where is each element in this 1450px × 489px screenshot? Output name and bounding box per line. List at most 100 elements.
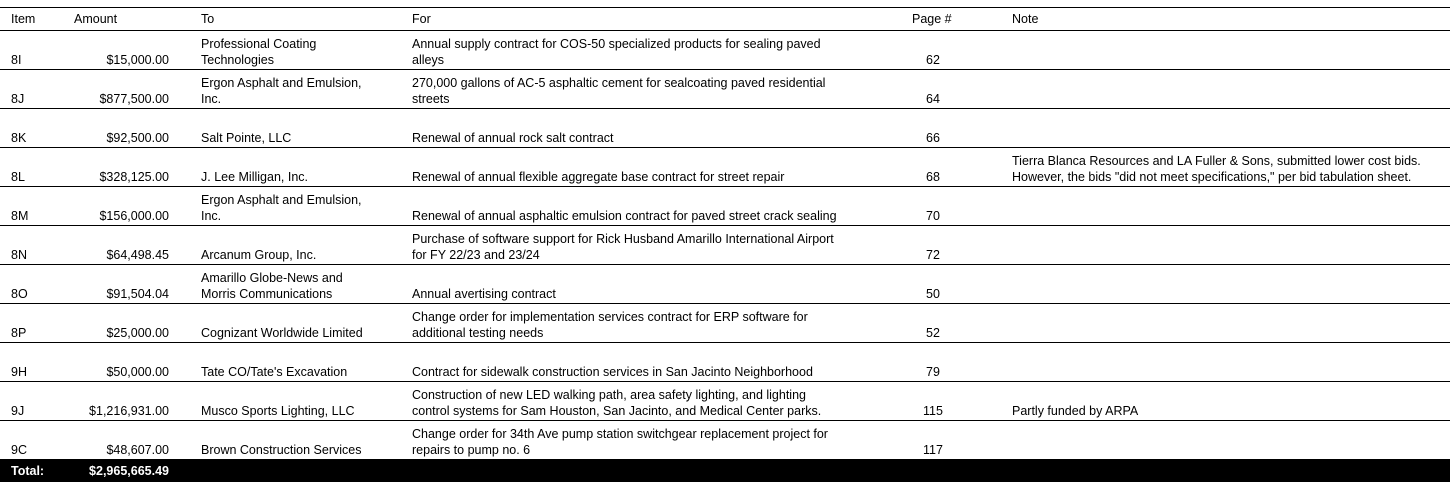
table-row: 8L $328,125.00 J. Lee Milligan, Inc. Renewa… (0, 148, 1450, 187)
cell-amount: $25,000.00 (106, 326, 169, 340)
cell-amount: $1,216,931.00 (89, 404, 169, 418)
cell-to: Ergon Asphalt and Emulsion, Inc. (172, 70, 383, 109)
contracts-table: Item Amount To For Page # Note 8I $15,000… (0, 7, 1450, 482)
cell-to-line: Arcanum Group, Inc. (201, 248, 317, 262)
cell-to: Ergon Asphalt and Emulsion, Inc. (172, 187, 383, 226)
cell-to: J. Lee Milligan, Inc. (172, 148, 383, 187)
cell-to: Amarillo Globe-News and Morris Communicat… (172, 265, 383, 304)
cell-page: 64 (883, 70, 997, 109)
cell-page: 62 (883, 31, 997, 70)
page-number: 50 (926, 287, 940, 301)
cell-item: 8L (11, 170, 25, 184)
page-number: 79 (926, 365, 940, 379)
cell-to-line: Ergon Asphalt and Emulsion, (201, 193, 362, 207)
cell-to-line: Cognizant Worldwide Limited (201, 326, 363, 340)
cell-note (997, 109, 1450, 148)
cell-for-line: control systems for Sam Houston, San Jac… (412, 404, 822, 418)
cell-for: Renewal of annual rock salt contract (383, 109, 883, 148)
total-empty-page (883, 460, 997, 482)
cell-for: Change order for implementation services… (383, 304, 883, 343)
page-number: 115 (923, 404, 943, 418)
table-row: 8K $92,500.00 Salt Pointe, LLC Renewal of a… (0, 109, 1450, 148)
cell-to-line: Salt Pointe, LLC (201, 131, 292, 145)
table-row: 8J $877,500.00 Ergon Asphalt and Emulsion,… (0, 70, 1450, 109)
cell-for: Change order for 34th Ave pump station s… (383, 421, 883, 460)
cell-to: Salt Pointe, LLC (172, 109, 383, 148)
cell-item: 9J (11, 404, 25, 418)
page-number: 70 (926, 209, 940, 223)
cell-item: 8K (11, 131, 27, 145)
cell-note-line: Partly funded by ARPA (1012, 404, 1139, 418)
header-to: To (201, 12, 215, 26)
cell-page: 79 (883, 343, 997, 382)
cell-note-line: Tierra Blanca Resources and LA Fuller & … (1012, 154, 1421, 168)
cell-page: 66 (883, 109, 997, 148)
cell-for: Renewal of annual asphaltic emulsion con… (383, 187, 883, 226)
cell-item: 8I (11, 53, 22, 67)
table-row: 8M $156,000.00 Ergon Asphalt and Emulsion,… (0, 187, 1450, 226)
header-note: Note (1012, 12, 1039, 26)
cell-for: Construction of new LED walking path, ar… (383, 382, 883, 421)
cell-note (997, 226, 1450, 265)
cell-to: Professional Coating Technologies (172, 31, 383, 70)
cell-to: Cognizant Worldwide Limited (172, 304, 383, 343)
cell-amount: $50,000.00 (106, 365, 169, 379)
header-for: For (412, 12, 431, 26)
page-number: 64 (926, 92, 940, 106)
cell-to-line: Inc. (201, 92, 222, 106)
cell-amount: $91,504.04 (106, 287, 169, 301)
table-row: 8N $64,498.45 Arcanum Group, Inc. Purchase … (0, 226, 1450, 265)
cell-item: 8N (11, 248, 27, 262)
cell-page: 70 (883, 187, 997, 226)
cell-item: 9C (11, 443, 27, 457)
cell-for-line: additional testing needs (412, 326, 544, 340)
cell-note (997, 304, 1450, 343)
cell-page: 50 (883, 265, 997, 304)
cell-note-line: However, the bids "did not meet specific… (1012, 170, 1412, 184)
cell-for: Purchase of software support for Rick Hu… (383, 226, 883, 265)
cell-amount: $15,000.00 (106, 53, 169, 67)
cell-for-line: 270,000 gallons of AC-5 asphaltic cement… (412, 76, 826, 90)
cell-to: Tate CO/Tate's Excavation (172, 343, 383, 382)
cell-amount: $156,000.00 (99, 209, 169, 223)
table-row: 8P $25,000.00 Cognizant Worldwide Limited C… (0, 304, 1450, 343)
cell-for-line: streets (412, 92, 450, 106)
cell-page: 72 (883, 226, 997, 265)
cell-for: Contract for sidewalk construction servi… (383, 343, 883, 382)
cell-amount: $64,498.45 (106, 248, 169, 262)
cell-for-line: Construction of new LED walking path, ar… (412, 388, 806, 402)
cell-amount: $328,125.00 (99, 170, 169, 184)
table-row: 9C $48,607.00 Brown Construction Services C… (0, 421, 1450, 460)
cell-to-line: Tate CO/Tate's Excavation (201, 365, 348, 379)
cell-for-line: Purchase of software support for Rick Hu… (412, 232, 834, 246)
cell-to-line: Technologies (201, 53, 274, 67)
cell-note: Partly funded by ARPA (997, 382, 1450, 421)
cell-page: 68 (883, 148, 997, 187)
cell-for-line: Annual avertising contract (412, 287, 556, 301)
cell-for-line: alleys (412, 53, 444, 67)
cell-item: 9H (11, 365, 27, 379)
total-amount: $2,965,665.49 (89, 463, 169, 478)
cell-to-line: Brown Construction Services (201, 443, 362, 457)
total-empty-for (383, 460, 883, 482)
cell-amount: $48,607.00 (106, 443, 169, 457)
cell-to-line: Musco Sports Lighting, LLC (201, 404, 355, 418)
cell-note (997, 187, 1450, 226)
table-row: 9J $1,216,931.00 Musco Sports Lighting, LL… (0, 382, 1450, 421)
cell-note: Tierra Blanca Resources and LA Fuller & … (997, 148, 1450, 187)
cell-for-line: Annual supply contract for COS-50 specia… (412, 37, 821, 51)
cell-for: Renewal of annual flexible aggregate bas… (383, 148, 883, 187)
cell-to-line: Amarillo Globe-News and (201, 271, 343, 285)
cell-to: Musco Sports Lighting, LLC (172, 382, 383, 421)
cell-to-line: Morris Communications (201, 287, 333, 301)
cell-for-line: for FY 22/23 and 23/24 (412, 248, 540, 262)
header-page: Page # (912, 12, 952, 26)
page-number: 66 (926, 131, 940, 145)
total-label: Total: (11, 463, 45, 478)
page-number: 52 (926, 326, 940, 340)
page-number: 117 (923, 443, 943, 457)
cell-item: 8M (11, 209, 29, 223)
cell-item: 8P (11, 326, 27, 340)
cell-note (997, 421, 1450, 460)
